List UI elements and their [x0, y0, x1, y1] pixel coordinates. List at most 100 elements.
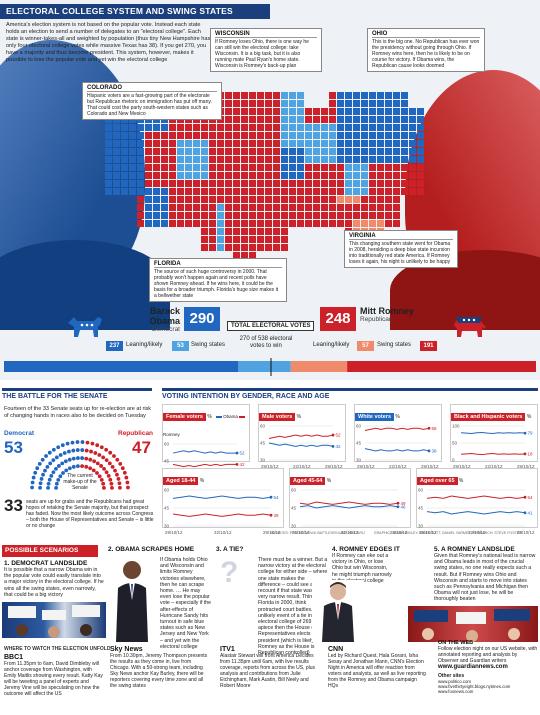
map-tile [369, 172, 376, 179]
map-tile [241, 188, 248, 195]
map-tile [177, 140, 184, 147]
map-tile [209, 196, 216, 203]
callout-virginia: VIRGINIA This changing southern state we… [344, 230, 458, 268]
map-tile [377, 124, 384, 131]
map-tile [361, 116, 368, 123]
senate-rep-seat [99, 477, 104, 482]
map-tile [353, 164, 360, 171]
senate-dem-seat [60, 443, 65, 448]
map-tile [369, 180, 376, 187]
map-tile [353, 212, 360, 219]
map-tile [297, 180, 304, 187]
map-tile [385, 196, 392, 203]
map-tile [345, 140, 352, 147]
map-tile [321, 156, 328, 163]
map-tile [297, 116, 304, 123]
series-endpoint [235, 451, 239, 455]
map-tile [385, 180, 392, 187]
map-tile [169, 172, 176, 179]
map-tile [289, 156, 296, 163]
guardian-link[interactable]: www.guardiannews.com [438, 664, 508, 671]
romney-party: Republican [360, 316, 393, 323]
map-tile [289, 220, 296, 227]
obama-leaning-value: 237 [106, 341, 123, 351]
map-tile [257, 172, 264, 179]
other-site-link[interactable]: www.politico.com [438, 679, 471, 685]
map-tile [329, 212, 336, 219]
map-tile [345, 220, 352, 227]
map-tile [329, 140, 336, 147]
map-tile [129, 132, 136, 139]
map-tile [161, 220, 168, 227]
senate-rep-seat [118, 461, 123, 466]
map-tile [409, 116, 416, 123]
map-tile [241, 220, 248, 227]
map-tile [209, 188, 216, 195]
map-tile [361, 124, 368, 131]
map-tile [105, 124, 112, 131]
map-tile [217, 244, 224, 251]
map-tile [345, 204, 352, 211]
map-tile [161, 180, 168, 187]
map-tile [257, 204, 264, 211]
map-tile [137, 140, 144, 147]
map-tile [249, 148, 256, 155]
map-tile [409, 140, 416, 147]
map-tile [345, 196, 352, 203]
y-tick-label: 60 [164, 488, 170, 493]
map-tile [377, 100, 384, 107]
scenario-heading: 3. A TIE? [216, 546, 244, 553]
map-tile [409, 164, 416, 171]
map-tile [121, 188, 128, 195]
data-label: 54 [274, 495, 280, 500]
map-tile [233, 164, 240, 171]
poll-unit: % [457, 478, 464, 484]
poll-legend: Obama Romney [163, 414, 246, 437]
map-tile [265, 212, 272, 219]
map-tile [177, 132, 184, 139]
map-tile [217, 212, 224, 219]
map-tile [249, 108, 256, 115]
scenario-heading: 5. A ROMNEY LANDSLIDE [434, 546, 515, 553]
map-tile [169, 204, 176, 211]
map-tile [353, 132, 360, 139]
map-tile [153, 164, 160, 171]
senate-dem-seat [54, 467, 58, 471]
map-tile [265, 116, 272, 123]
map-tile [313, 164, 320, 171]
other-site-link[interactable]: www.fivethirtyeight.blogs.nytimes.com [438, 684, 511, 690]
callout-title: COLORADO [87, 85, 217, 92]
map-tile [177, 164, 184, 171]
map-tile [249, 140, 256, 147]
map-tile [297, 124, 304, 131]
map-tile [225, 172, 232, 179]
map-tile [273, 140, 280, 147]
other-site-link[interactable]: www.foxnews.com [438, 689, 474, 695]
map-tile [345, 108, 352, 115]
map-tile [225, 124, 232, 131]
senate-rep-seat [95, 443, 100, 448]
map-tile [153, 172, 160, 179]
map-tile [329, 220, 336, 227]
callout-body: This changing southern state went for Ob… [349, 241, 451, 265]
map-tile [401, 124, 408, 131]
map-tile [201, 188, 208, 195]
map-tile [265, 204, 272, 211]
map-tile [217, 236, 224, 243]
callout-title: FLORIDA [154, 261, 282, 268]
map-tile [345, 172, 352, 179]
map-tile [129, 172, 136, 179]
intro-text: America's election system is not based o… [6, 22, 211, 63]
watch-heading: BBC1 [4, 654, 24, 661]
map-tile [337, 172, 344, 179]
senate-seats-count: 33 [4, 496, 23, 515]
map-tile [201, 132, 208, 139]
map-tile [361, 108, 368, 115]
map-tile [417, 156, 424, 163]
romney-swing-value: 57 [357, 341, 374, 351]
y-tick-label: 60 [291, 488, 297, 493]
map-tile [265, 100, 272, 107]
map-tile [241, 236, 248, 243]
senate-rep-seat [99, 445, 104, 450]
senate-rep-count: 47 [132, 438, 151, 457]
